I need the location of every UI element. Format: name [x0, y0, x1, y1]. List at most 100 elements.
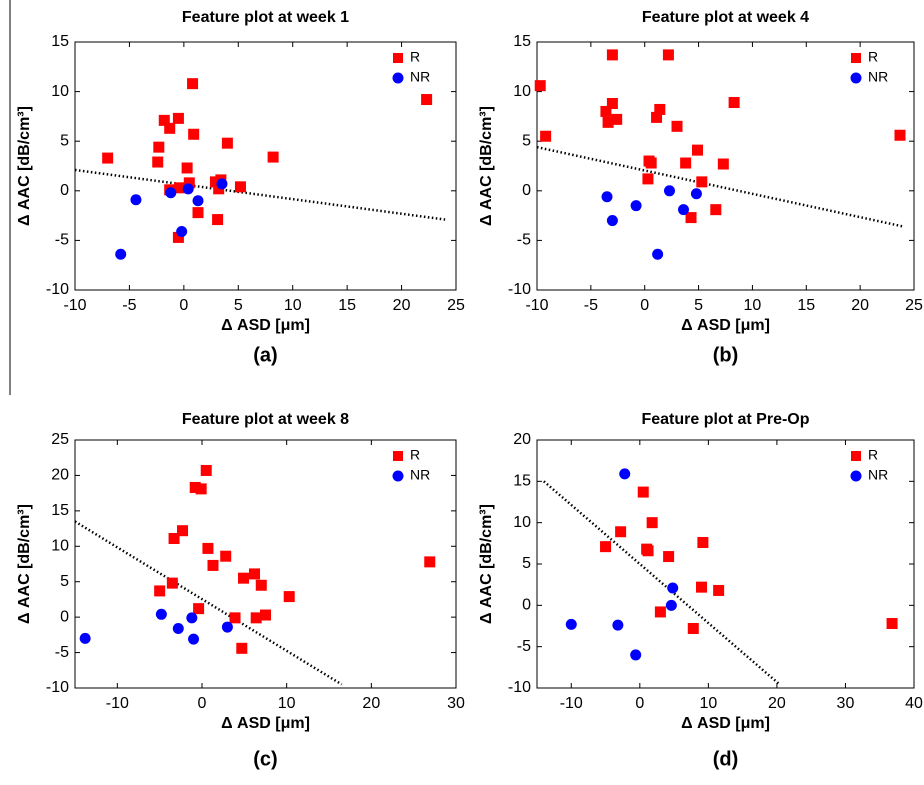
y-tick-label: -10	[46, 679, 69, 696]
y-tick-label: 5	[60, 573, 69, 590]
point	[717, 158, 729, 170]
point	[165, 187, 177, 199]
point	[696, 581, 708, 593]
point	[713, 584, 725, 596]
y-tick-label: 0	[522, 597, 531, 614]
x-tick-label: 0	[640, 297, 649, 314]
point	[652, 248, 664, 260]
legend-marker	[392, 470, 404, 482]
legend-marker	[392, 72, 404, 84]
point	[654, 606, 666, 618]
x-axis-label: Δ ASD [μm]	[221, 715, 310, 732]
point	[267, 151, 279, 163]
point	[540, 130, 552, 142]
y-tick-label: -5	[55, 644, 69, 661]
x-tick-label: -10	[525, 297, 548, 314]
point	[229, 612, 241, 624]
chart-title: Feature plot at Pre-Op	[641, 411, 809, 428]
point	[606, 49, 618, 61]
panel-label: (d)	[713, 748, 739, 770]
point	[697, 537, 709, 549]
point	[166, 577, 178, 589]
legend-label: NR	[410, 467, 430, 483]
point	[651, 111, 663, 123]
x-tick-label: 25	[905, 297, 923, 314]
legend-label: NR	[868, 467, 888, 483]
x-tick-label: 25	[447, 297, 465, 314]
point	[176, 225, 188, 237]
point	[237, 572, 249, 584]
point	[207, 559, 219, 571]
point	[606, 98, 618, 110]
point	[565, 618, 577, 630]
point	[172, 112, 184, 124]
y-axis-label: Δ AAC [dB/cm³]	[16, 106, 33, 226]
point	[642, 545, 654, 557]
trend-line	[74, 520, 343, 686]
y-tick-label: -5	[517, 232, 531, 249]
chart-title: Feature plot at week 8	[182, 411, 349, 428]
point	[234, 181, 246, 193]
x-tick-label: 10	[699, 695, 717, 712]
point	[685, 212, 697, 224]
point	[602, 116, 614, 128]
point	[195, 483, 207, 495]
y-tick-label: -5	[55, 232, 69, 249]
legend-marker	[393, 451, 403, 461]
point	[665, 599, 677, 611]
chart-title: Feature plot at week 1	[182, 9, 349, 26]
x-tick-label: 40	[905, 695, 923, 712]
panel-label: (b)	[713, 344, 739, 366]
x-tick-label: 5	[234, 297, 243, 314]
x-tick-label: 0	[198, 695, 207, 712]
y-tick-label: -10	[508, 281, 531, 298]
point	[283, 591, 295, 603]
panel-label: (c)	[253, 748, 277, 770]
x-tick-label: 20	[851, 297, 869, 314]
point	[158, 114, 170, 126]
point	[188, 633, 200, 645]
legend-label: R	[410, 49, 420, 65]
point	[611, 113, 623, 125]
x-tick-label: -10	[106, 695, 129, 712]
y-tick-label: -10	[508, 679, 531, 696]
point	[115, 248, 127, 260]
x-tick-label: 20	[362, 695, 380, 712]
point	[130, 194, 142, 206]
x-tick-label: 15	[797, 297, 815, 314]
legend-label: R	[410, 447, 420, 463]
point	[534, 80, 546, 92]
y-tick-label: 15	[513, 33, 531, 50]
y-tick-label: 15	[51, 33, 69, 50]
point	[200, 464, 212, 476]
point	[248, 568, 260, 580]
point	[667, 582, 679, 594]
y-tick-label: 5	[522, 555, 531, 572]
point	[164, 122, 176, 134]
point	[894, 129, 906, 141]
point	[687, 622, 699, 634]
point	[182, 183, 194, 195]
point	[250, 612, 262, 624]
legend-marker	[850, 470, 862, 482]
y-tick-label: 5	[60, 132, 69, 149]
y-tick-label: 10	[51, 538, 69, 555]
legend-label: R	[868, 447, 878, 463]
point	[710, 204, 722, 216]
point	[646, 517, 658, 529]
y-tick-label: 10	[51, 83, 69, 100]
y-tick-label: 0	[522, 182, 531, 199]
panel-label: (a)	[253, 344, 277, 366]
point	[601, 191, 613, 203]
point	[193, 603, 205, 615]
point	[690, 188, 702, 200]
y-axis-label: Δ AAC [dB/cm³]	[16, 504, 33, 624]
trend-line	[536, 145, 904, 228]
plot-frame	[536, 41, 915, 291]
point	[677, 204, 689, 216]
point	[671, 120, 683, 132]
point	[615, 526, 627, 538]
legend-label: R	[868, 49, 878, 65]
